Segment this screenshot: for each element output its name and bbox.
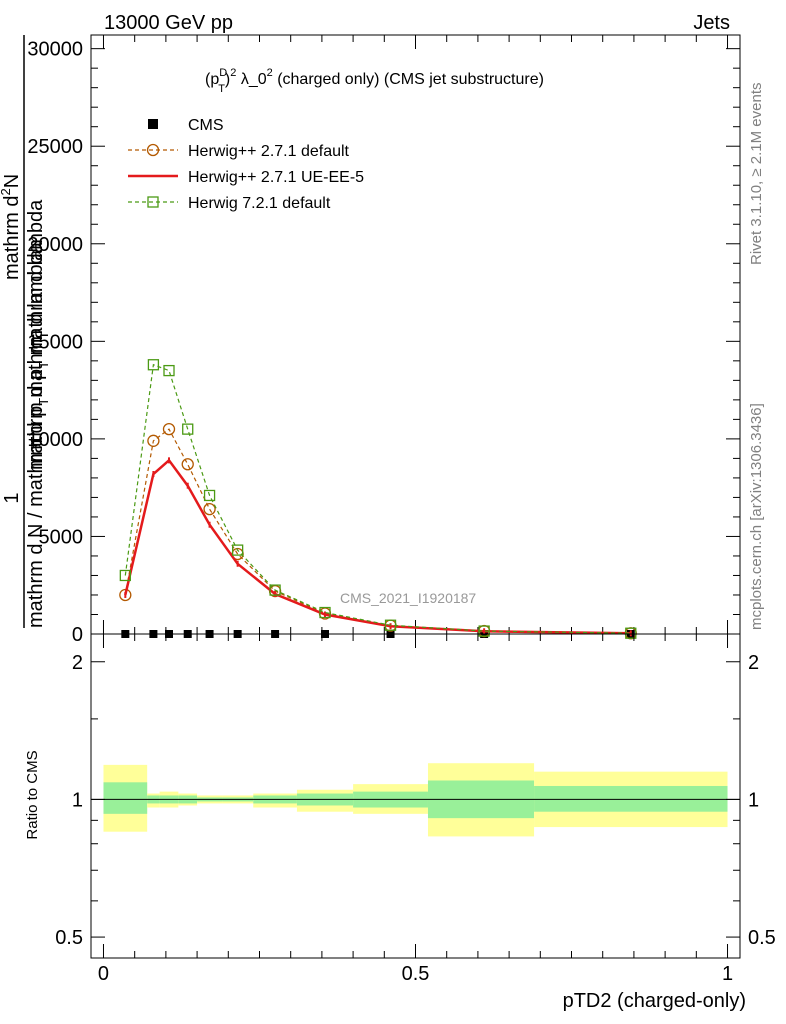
title-mid: λ_0 xyxy=(236,71,266,88)
main-ytick-label: 10000 xyxy=(27,429,83,451)
ylabel-one: 1 xyxy=(1,492,23,503)
series-line-1 xyxy=(124,428,631,634)
herwig-default-point xyxy=(162,422,176,436)
ylabel-line2-tail: mathrm d lambda xyxy=(25,241,47,397)
ratio-ytick-label-right: 0.5 xyxy=(748,927,776,949)
legend-marker-herwig7 xyxy=(147,196,159,208)
ylabel-line4-tail: mathrm d lambda xyxy=(25,199,47,361)
herwig7-point xyxy=(231,544,244,556)
x-tick-label: 0.5 xyxy=(402,963,430,985)
title-rest: ) xyxy=(225,71,230,88)
herwig-default-point xyxy=(203,502,216,516)
ratio-axes: 0.5 0.5 1 1 2 2 0 0.5 1 xyxy=(55,634,776,985)
header-left: 13000 GeV pp xyxy=(104,12,233,34)
herwig7-point xyxy=(163,364,175,377)
herwig7-point xyxy=(269,584,281,596)
x-axis-label: pTD2 (charged-only) xyxy=(563,990,746,1012)
herwig7-point xyxy=(478,625,490,637)
herwig7-point xyxy=(203,489,216,502)
watermark: CMS_2021_I1920187 xyxy=(340,590,476,606)
mcplots-label: mcplots.cern.ch [arXiv:1306.3436] xyxy=(748,403,765,630)
herwig-default-point xyxy=(147,434,160,447)
ylabel-line4-sub: T xyxy=(36,361,51,369)
ylabel-line2: mathrm d N / mathrm d p xyxy=(25,406,47,628)
ratio-ytick-label: 1 xyxy=(72,789,83,811)
main-ytick-label: 15000 xyxy=(27,331,83,353)
rivet-label: Rivet 3.1.10, ≥ 2.1M events xyxy=(748,83,765,266)
herwig7-point xyxy=(384,619,397,631)
legend-label-cms: CMS xyxy=(188,117,224,134)
legend-marker-herwig-default xyxy=(146,143,160,157)
title-sup2: 2 xyxy=(230,67,236,79)
legend-item-herwig-ueee5: Herwig++ 2.7.1 UE-EE-5 xyxy=(128,169,364,186)
ylabel-numerator: mathrm d2N xyxy=(0,174,23,280)
series-line-2 xyxy=(124,458,631,635)
title-base: (p xyxy=(205,71,219,88)
legend: CMS Herwig++ 2.7.1 default Herwig++ 2.7.… xyxy=(128,117,364,212)
legend-item-cms: CMS xyxy=(148,117,224,134)
legend-label-herwig-ueee5: Herwig++ 2.7.1 UE-EE-5 xyxy=(188,169,364,186)
main-ytick-label: 20000 xyxy=(27,234,83,256)
ylabel-denom2: mathrm d pT mathrm d lambda xyxy=(25,199,51,470)
title-sub: T xyxy=(218,83,225,95)
ratio-ytick-label-right: 2 xyxy=(748,652,759,674)
herwig7-point xyxy=(319,606,331,619)
ratio-ytick-label-right: 1 xyxy=(748,789,759,811)
main-ytick-label: 0 xyxy=(72,624,83,646)
ylabel-line3-sup: 2 xyxy=(0,188,13,195)
main-ytick-label: 25000 xyxy=(27,136,83,158)
title-sup3: 2 xyxy=(267,67,273,79)
herwig-default-point xyxy=(181,458,194,471)
ratio-band-inner xyxy=(103,782,148,814)
title-sup: D xyxy=(219,67,227,79)
ylabel-line4: mathrm d p xyxy=(25,369,47,470)
ratio-ytick-label: 0.5 xyxy=(55,927,83,949)
ylabel-line3: mathrm d xyxy=(1,196,23,280)
legend-marker-cms xyxy=(148,119,158,129)
ylabel-denominator: mathrm d N / mathrm d pTmathrm d lambda xyxy=(25,241,51,628)
herwig7-point xyxy=(119,569,131,582)
main-ytick-label: 30000 xyxy=(27,39,83,61)
header-right: Jets xyxy=(693,12,730,34)
herwig7-point xyxy=(147,359,160,371)
ratio-ytick-label: 2 xyxy=(72,652,83,674)
herwig7-point xyxy=(625,627,637,639)
plot-title: (pD T)2 λ_02 (charged only) (CMS jet subs… xyxy=(205,67,544,95)
main-ylabel: 1 mathrm d N / mathrm d pTmathrm d lambd… xyxy=(0,35,51,628)
series-line-3 xyxy=(124,363,631,634)
main-ytick-label: 5000 xyxy=(39,526,84,548)
main-panel: (pD T)2 λ_02 (charged only) (CMS jet subs… xyxy=(0,34,741,646)
legend-item-herwig-default: Herwig++ 2.7.1 default xyxy=(128,143,350,160)
x-tick-label: 0 xyxy=(98,963,109,985)
title-tail: (charged only) (CMS jet substructure) xyxy=(273,71,544,88)
ratio-band-inner xyxy=(534,785,728,812)
ylabel-line2-sub: T xyxy=(36,398,51,406)
legend-item-herwig7: Herwig 7.2.1 default xyxy=(128,195,331,212)
herwig7-point xyxy=(182,423,194,435)
ratio-ylabel: Ratio to CMS xyxy=(24,750,41,839)
ratio-panel: 0.5 0.5 1 1 2 2 0 0.5 1 Ratio to CMS pTD2 (charg… xyxy=(24,633,776,1012)
main-axes: 0 5000 10000 15000 20000 25000 30000 xyxy=(27,35,740,646)
ylabel-line3-tail: N xyxy=(1,174,23,188)
legend-label-herwig-default: Herwig++ 2.7.1 default xyxy=(188,143,350,160)
x-tick-label: 1 xyxy=(722,963,733,985)
legend-label-herwig7: Herwig 7.2.1 default xyxy=(188,195,331,212)
